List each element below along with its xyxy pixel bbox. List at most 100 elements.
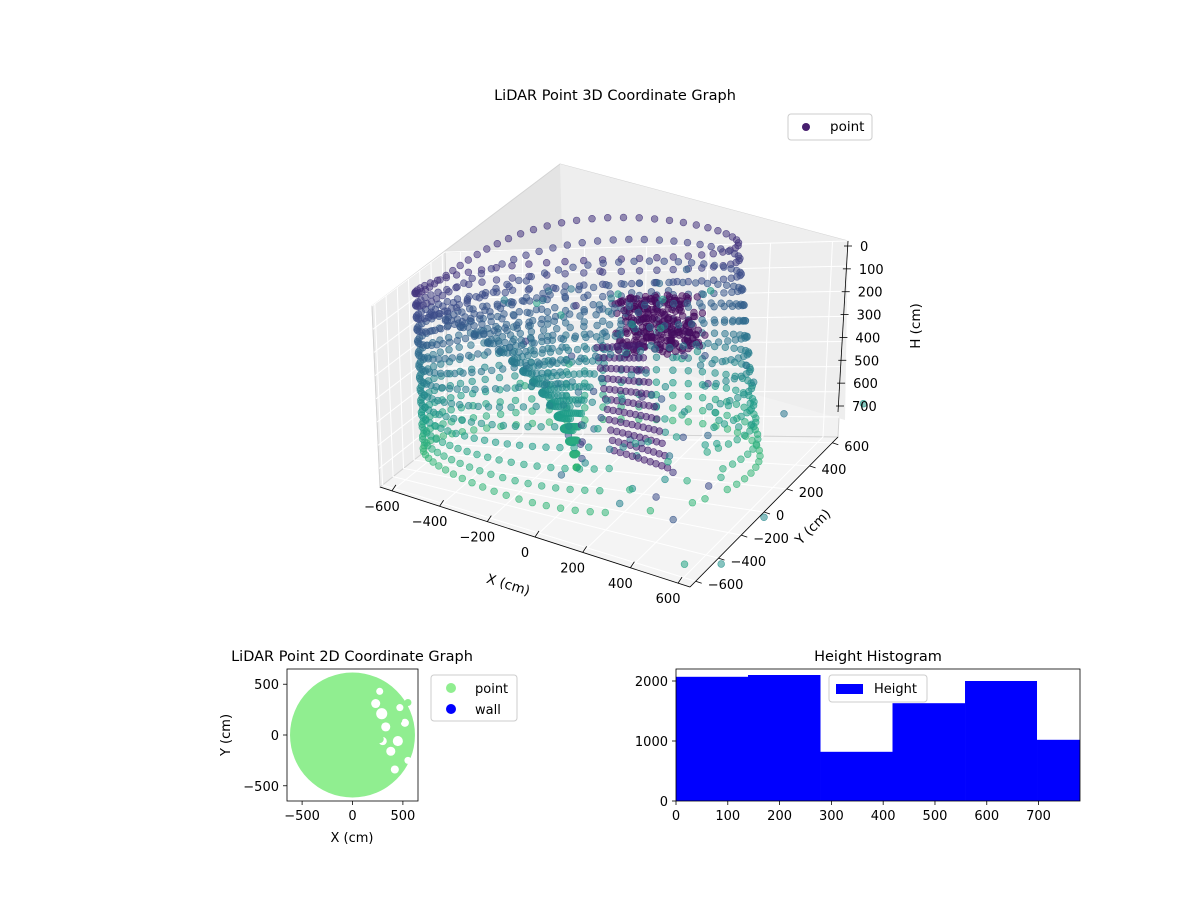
point-3d [474, 350, 482, 358]
point-3d [709, 250, 717, 258]
point-3d [698, 368, 707, 376]
point-3d [441, 466, 450, 474]
point-3d [722, 281, 731, 289]
point-3d [780, 410, 788, 418]
point-3d [596, 267, 604, 275]
point-3d [639, 354, 648, 362]
point-3d [660, 257, 668, 265]
point-region-2d [290, 672, 415, 798]
point-3d [578, 239, 586, 247]
point-3d [590, 465, 598, 473]
y-tick-3d [786, 488, 793, 492]
point-3d [528, 442, 537, 451]
point-3d [501, 324, 509, 332]
point-3d [542, 443, 550, 451]
point-3d [460, 432, 469, 440]
point-3d [448, 304, 456, 312]
x-tick-3d [391, 484, 397, 492]
point-3d [538, 315, 546, 323]
point-3d [719, 465, 727, 473]
point-3d [696, 240, 704, 249]
point-3d [440, 452, 448, 460]
point-3d [506, 344, 514, 352]
point-3d [671, 347, 680, 356]
y-tick-label-2d: −500 [243, 780, 279, 795]
point-3d [584, 443, 593, 451]
point-3d [752, 440, 760, 448]
y-tick-3d [741, 534, 748, 538]
point-3d [477, 367, 486, 376]
point-3d [714, 338, 723, 346]
point-3d [726, 397, 734, 405]
point-3d [597, 374, 606, 383]
point-3d [551, 484, 560, 492]
point-3d [586, 330, 594, 338]
point-3d [539, 345, 547, 354]
point-3d [652, 378, 661, 386]
point-3d [436, 348, 444, 356]
point-3d [562, 414, 570, 423]
y-tick-label-3d: 0 [776, 509, 784, 524]
point-3d [667, 336, 676, 344]
point-3d [678, 312, 687, 320]
point-3d [652, 493, 660, 501]
y-tick-label-3d: 400 [822, 463, 847, 478]
point-3d [477, 269, 486, 278]
point-3d [498, 260, 506, 268]
y-tick-label-3d: 200 [799, 486, 824, 501]
point-3d [682, 265, 691, 274]
point-3d [680, 408, 689, 416]
point-3d [453, 385, 461, 393]
point-3d [596, 487, 604, 495]
point-3d [578, 438, 586, 446]
point-3d [483, 245, 491, 253]
point-3d [461, 334, 470, 343]
point-3d [515, 441, 524, 449]
point-3d [732, 300, 740, 308]
point-3d [524, 286, 532, 294]
point-3d [669, 404, 677, 412]
point-3d [664, 458, 672, 466]
point-3d [649, 308, 658, 317]
point-3d [653, 415, 661, 423]
point-3d [572, 301, 580, 310]
point-3d [441, 355, 449, 363]
legend-2d: point wall [430, 674, 518, 722]
point-3d [568, 378, 576, 386]
point-3d [437, 424, 445, 432]
z-tick-label-3d: 300 [857, 309, 882, 324]
histogram-bar [965, 681, 1038, 801]
point-3d [732, 386, 740, 394]
point-3d [522, 362, 531, 370]
point-3d [554, 379, 562, 388]
x-tick-3d [677, 576, 683, 584]
point-3d [545, 418, 554, 426]
point-3d [515, 383, 523, 391]
point-3d [432, 435, 440, 443]
point-3d [435, 310, 443, 318]
point-3d [527, 382, 536, 390]
point-3d [733, 428, 742, 437]
point-3d [435, 410, 443, 419]
point-3d [545, 402, 554, 410]
point-3d [460, 279, 468, 287]
point-3d [609, 236, 617, 244]
point-3d [447, 399, 456, 408]
point-3d [499, 473, 507, 482]
y-tick-label-hist: 0 [660, 795, 668, 810]
grid-line-x [582, 244, 709, 553]
point-3d [669, 253, 677, 261]
legend-2d-wall-marker [446, 704, 456, 714]
point-3d [700, 260, 708, 268]
point-3d [574, 285, 583, 294]
point-3d [722, 377, 730, 385]
x-tick-label-3d: 400 [608, 577, 633, 592]
point-3d [707, 299, 715, 307]
point-3d [724, 440, 733, 448]
gap-region [376, 687, 384, 695]
point-3d [595, 306, 603, 314]
point-3d [488, 420, 496, 429]
point-3d [655, 300, 664, 308]
point-3d [446, 338, 454, 346]
point-3d [656, 324, 665, 332]
